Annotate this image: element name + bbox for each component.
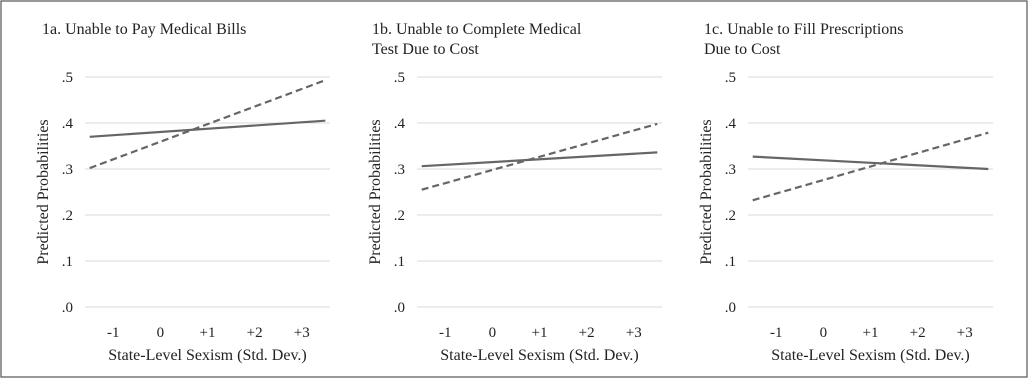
- panel-title-line-1: 1b. Unable to Complete Medical: [372, 21, 582, 38]
- x-tick-label: +3: [957, 325, 973, 341]
- y-tick-label: .3: [62, 162, 73, 178]
- panels: 1a. Unable to Pay Medical Bills .0 .1 .2 .3.…: [35, 21, 993, 364]
- y-tick-label: .0: [394, 300, 405, 316]
- y-tick-label: .0: [62, 300, 73, 316]
- x-tick-label: 0: [157, 325, 165, 341]
- series-line-dashed: [89, 79, 326, 170]
- panel-title-line-2: Due to Cost: [704, 41, 781, 58]
- series-line-dashed: [752, 131, 989, 202]
- y-tick-label: .1: [725, 254, 736, 270]
- y-axis-label: Predicted Probabilities: [367, 119, 384, 264]
- series-line-solid: [752, 155, 989, 171]
- series-line-solid: [421, 151, 658, 168]
- x-tick-label: -1: [770, 325, 783, 341]
- x-tick-label: +2: [247, 325, 263, 341]
- x-tick-label: 0: [489, 325, 497, 341]
- x-tick-label: +1: [863, 325, 879, 341]
- x-tick-label: +2: [579, 325, 595, 341]
- x-tick-label: +2: [910, 325, 926, 341]
- y-tick-label: .5: [394, 70, 405, 86]
- x-tick-label: +1: [200, 325, 216, 341]
- x-tick-label: -1: [439, 325, 452, 341]
- series-line-dashed: [421, 122, 658, 191]
- y-tick-label: .3: [394, 162, 405, 178]
- x-axis-label: State-Level Sexism (Std. Dev.): [440, 347, 638, 364]
- y-tick-label: .1: [394, 254, 405, 270]
- x-tick-label: +1: [532, 325, 548, 341]
- y-tick-label: .5: [725, 70, 736, 86]
- y-tick-label: .2: [62, 208, 73, 224]
- y-tick-label: .1: [62, 254, 73, 270]
- y-axis-label: Predicted Probabilities: [35, 119, 52, 264]
- y-tick-label: .5: [62, 70, 73, 86]
- y-axis-label: Predicted Probabilities: [698, 119, 715, 264]
- y-tick-label: .2: [725, 208, 736, 224]
- x-axis-label: State-Level Sexism (Std. Dev.): [108, 347, 306, 364]
- x-axis-label: State-Level Sexism (Std. Dev.): [771, 347, 969, 364]
- chart-panel-3: 1c. Unable to Fill Prescriptions Due to C…: [698, 21, 993, 364]
- panel-title-line-1: 1a. Unable to Pay Medical Bills: [42, 21, 246, 38]
- chart-panel-2: 1b. Unable to Complete Medical Test Due t…: [367, 21, 662, 364]
- panel-title-line-1: 1c. Unable to Fill Prescriptions: [704, 21, 904, 38]
- x-tick-label: +3: [626, 325, 642, 341]
- series-line-solid: [89, 119, 326, 138]
- y-tick-label: .3: [725, 162, 736, 178]
- panel-title-line-2: Test Due to Cost: [372, 41, 479, 58]
- y-tick-label: .0: [725, 300, 736, 316]
- y-tick-label: .4: [394, 116, 406, 132]
- y-tick-label: .2: [394, 208, 405, 224]
- y-tick-label: .4: [725, 116, 737, 132]
- x-tick-label: +3: [294, 325, 310, 341]
- y-tick-label: .4: [62, 116, 74, 132]
- x-tick-label: 0: [820, 325, 828, 341]
- x-tick-label: -1: [107, 325, 120, 341]
- chart-panel-1: 1a. Unable to Pay Medical Bills .0 .1 .2 .3.…: [35, 21, 330, 364]
